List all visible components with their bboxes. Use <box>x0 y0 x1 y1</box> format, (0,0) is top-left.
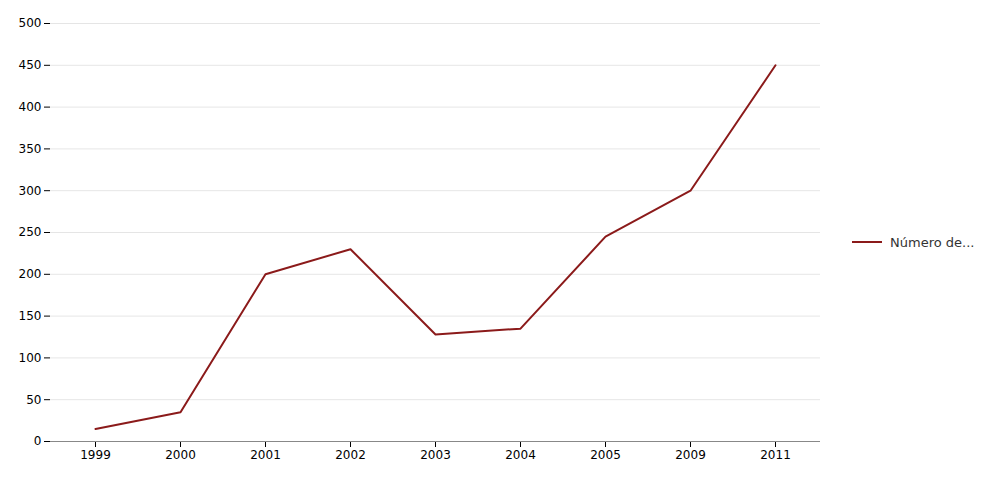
svg-text:300: 300 <box>19 184 42 198</box>
svg-text:2002: 2002 <box>335 448 366 462</box>
svg-text:0: 0 <box>34 434 42 448</box>
svg-text:2009: 2009 <box>675 448 706 462</box>
svg-text:250: 250 <box>19 225 42 239</box>
svg-text:2011: 2011 <box>760 448 791 462</box>
svg-text:150: 150 <box>19 309 42 323</box>
svg-text:2004: 2004 <box>505 448 536 462</box>
svg-text:100: 100 <box>19 351 42 365</box>
svg-text:2003: 2003 <box>420 448 451 462</box>
svg-text:400: 400 <box>19 100 42 114</box>
svg-text:500: 500 <box>19 16 42 30</box>
svg-text:350: 350 <box>19 142 42 156</box>
svg-text:1999: 1999 <box>80 448 111 462</box>
svg-text:50: 50 <box>26 393 41 407</box>
html-text:Número de...: Número de... <box>890 234 975 250</box>
svg-text:2005: 2005 <box>590 448 621 462</box>
svg-text:2001: 2001 <box>250 448 281 462</box>
svg-text:2000: 2000 <box>165 448 196 462</box>
svg-text:450: 450 <box>19 58 42 72</box>
svg-text:200: 200 <box>19 267 42 281</box>
